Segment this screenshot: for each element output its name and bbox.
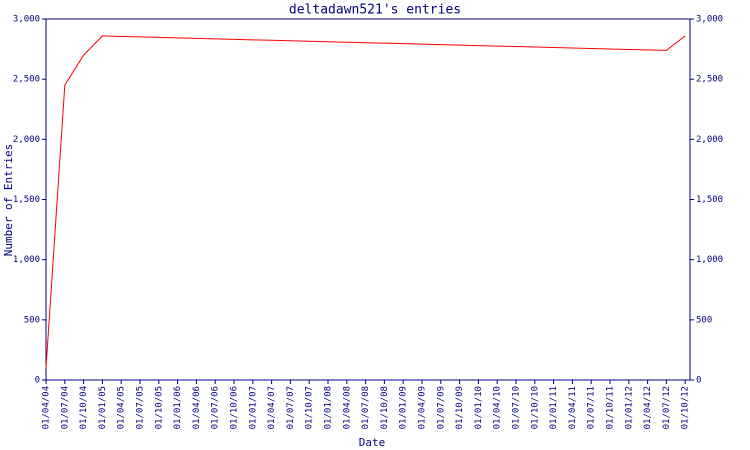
y2-tick-label: 3,000	[696, 15, 723, 25]
x-tick-label: 01/04/04	[42, 386, 52, 429]
y-tick-label: 3,000	[13, 15, 40, 25]
chart-title: deltadawn521's entries	[289, 3, 461, 18]
x-tick-label: 01/10/09	[455, 386, 465, 429]
x-tick-label: 01/01/11	[549, 386, 559, 429]
x-tick-label: 01/07/06	[211, 386, 221, 429]
x-tick-label: 01/07/05	[136, 386, 146, 429]
x-tick-label: 01/04/07	[267, 386, 277, 429]
y-tick-label: 0	[35, 376, 40, 386]
y-tick-label: 500	[24, 315, 40, 325]
x-tick-label: 01/07/07	[286, 386, 296, 429]
x-tick-label: 01/04/10	[493, 386, 503, 429]
x-tick-label: 01/10/12	[681, 386, 691, 429]
x-tick-label: 01/07/11	[587, 386, 597, 429]
x-tick-label: 01/10/05	[154, 386, 164, 429]
x-tick-label: 01/01/10	[474, 386, 484, 429]
y2-tick-label: 2,000	[696, 135, 723, 145]
y-axis-label: Number of Entries	[2, 144, 15, 257]
x-axis-label: Date	[359, 436, 386, 449]
x-tick-label: 01/10/11	[606, 386, 616, 429]
y2-tick-label: 1,500	[696, 195, 723, 205]
x-tick-label: 01/04/09	[418, 386, 428, 429]
y2-tick-label: 0	[696, 376, 701, 386]
x-tick-label: 01/04/11	[568, 386, 578, 429]
y-tick-label: 2,000	[13, 135, 40, 145]
x-tick-label: 01/10/08	[380, 386, 390, 429]
x-tick-label: 01/07/10	[512, 386, 522, 429]
x-tick-label: 01/01/05	[98, 386, 108, 429]
y2-tick-label: 500	[696, 315, 712, 325]
x-tick-label: 01/10/06	[230, 386, 240, 429]
x-tick-label: 01/07/04	[60, 386, 70, 429]
x-tick-label: 01/07/12	[662, 386, 672, 429]
x-tick-label: 01/04/08	[342, 386, 352, 429]
x-tick-label: 01/04/06	[192, 386, 202, 429]
y-tick-label: 2,500	[13, 75, 40, 85]
y-tick-label: 1,000	[13, 255, 40, 265]
x-tick-label: 01/01/08	[324, 386, 334, 429]
y-tick-label: 1,500	[13, 195, 40, 205]
x-tick-label: 01/07/09	[436, 386, 446, 429]
plot-frame	[45, 18, 691, 381]
x-tick-label: 01/01/12	[624, 386, 634, 429]
x-tick-label: 01/01/09	[399, 386, 409, 429]
x-tick-label: 01/10/07	[305, 386, 315, 429]
x-tick-label: 01/01/06	[173, 386, 183, 429]
x-tick-label: 01/10/10	[530, 386, 540, 429]
x-tick-label: 01/01/07	[248, 386, 258, 429]
x-tick-label: 01/10/04	[79, 386, 89, 429]
y2-tick-label: 1,000	[696, 255, 723, 265]
data-line	[45, 35, 686, 368]
x-tick-label: 01/04/05	[117, 386, 127, 429]
y2-tick-label: 2,500	[696, 75, 723, 85]
x-tick-label: 01/07/08	[361, 386, 371, 429]
x-tick-label: 01/04/12	[643, 386, 653, 429]
